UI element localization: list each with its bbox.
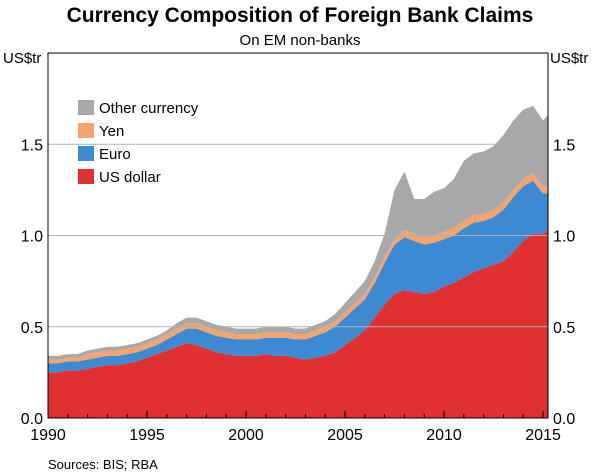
x-tick-label: 2000 (228, 427, 264, 444)
legend-label: Euro (99, 146, 131, 163)
x-tick-label: 2015 (525, 427, 561, 444)
x-axis: 1990 1995 2000 2005 2010 2015 (30, 411, 561, 444)
legend-swatch (78, 123, 94, 138)
gridlines (48, 143, 548, 328)
area-series (48, 105, 548, 418)
y-axis-unit-left: US$tr (3, 50, 41, 67)
y-tick-label-left: 1.5 (21, 137, 43, 154)
legend-swatch (78, 100, 94, 115)
y-tick-label-left: 0.5 (21, 320, 43, 337)
legend-label: Other currency (99, 100, 199, 117)
y-axis-unit-right: US$tr (550, 50, 588, 67)
legend: Other currency Yen Euro US dollar (78, 100, 199, 186)
y-axis: 0.0 0.0 0.5 0.5 1.0 1.0 1.5 1.5 (21, 137, 576, 428)
legend-swatch (78, 169, 94, 184)
x-tick-label: 2010 (426, 427, 462, 444)
x-tick-label: 1990 (30, 427, 66, 444)
y-tick-label-right: 1.5 (553, 137, 575, 154)
y-tick-label-right: 1.0 (553, 229, 575, 246)
x-tick-label: 2005 (327, 427, 363, 444)
x-tick-label: 1995 (129, 427, 165, 444)
chart-title: Currency Composition of Foreign Bank Cla… (67, 4, 534, 27)
legend-label: US dollar (99, 169, 161, 186)
source-note: Sources: BIS; RBA (48, 457, 158, 472)
chart-subtitle: On EM non-banks (240, 32, 361, 49)
legend-label: Yen (99, 123, 124, 140)
area-euro (48, 180, 548, 373)
y-tick-label-right: 0.0 (553, 411, 575, 428)
y-tick-label-right: 0.5 (553, 320, 575, 337)
plot-frame (47, 52, 549, 419)
area-us-dollar (48, 230, 548, 418)
y-tick-label-left: 0.0 (21, 411, 43, 428)
legend-swatch (78, 146, 94, 161)
y-tick-label-left: 1.0 (21, 229, 43, 246)
